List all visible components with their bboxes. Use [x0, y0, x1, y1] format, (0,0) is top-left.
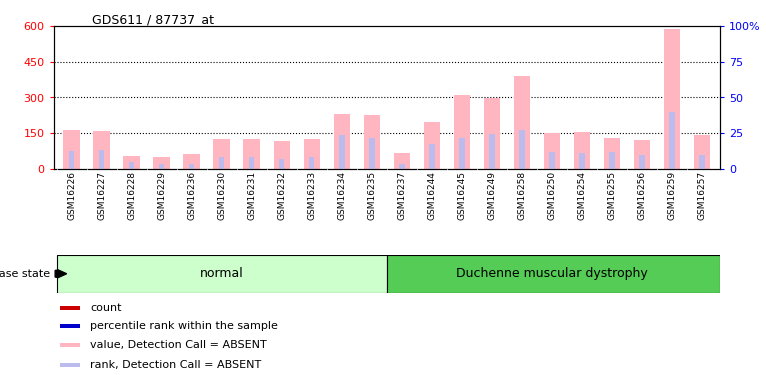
- Text: GSM16255: GSM16255: [607, 171, 617, 220]
- Bar: [129, 162, 134, 169]
- Text: percentile rank within the sample: percentile rank within the sample: [90, 321, 278, 331]
- Text: GSM16259: GSM16259: [667, 171, 676, 220]
- Bar: [364, 116, 380, 169]
- Text: GSM16231: GSM16231: [247, 171, 257, 220]
- Text: GSM16250: GSM16250: [548, 171, 556, 220]
- Bar: [609, 152, 614, 169]
- Bar: [273, 141, 290, 169]
- Text: GSM16227: GSM16227: [97, 171, 106, 220]
- Text: GSM16249: GSM16249: [487, 171, 496, 220]
- Bar: [57, 255, 387, 292]
- Text: GSM16232: GSM16232: [277, 171, 286, 220]
- Text: disease state: disease state: [0, 269, 50, 279]
- Bar: [640, 155, 645, 169]
- Text: GSM16229: GSM16229: [157, 171, 166, 220]
- Bar: [549, 152, 555, 169]
- Bar: [633, 140, 650, 169]
- Bar: [489, 134, 495, 169]
- Bar: [303, 139, 320, 169]
- Bar: [369, 138, 375, 169]
- Text: GSM16254: GSM16254: [578, 171, 587, 220]
- Text: GSM16244: GSM16244: [427, 171, 437, 220]
- Bar: [669, 112, 675, 169]
- Text: GSM16234: GSM16234: [337, 171, 346, 220]
- Bar: [699, 155, 705, 169]
- Text: GSM16226: GSM16226: [67, 171, 76, 220]
- Text: GSM16256: GSM16256: [637, 171, 647, 220]
- Bar: [309, 158, 315, 169]
- Bar: [93, 131, 110, 169]
- Text: GSM16258: GSM16258: [517, 171, 526, 220]
- Bar: [459, 138, 464, 169]
- Bar: [574, 132, 591, 169]
- Text: GSM16257: GSM16257: [698, 171, 706, 220]
- Text: GDS611 / 87737_at: GDS611 / 87737_at: [92, 13, 214, 26]
- Bar: [453, 95, 470, 169]
- Text: rank, Detection Call = ABSENT: rank, Detection Call = ABSENT: [90, 360, 261, 370]
- Text: GSM16228: GSM16228: [127, 171, 136, 220]
- Bar: [244, 139, 260, 169]
- Text: GSM16245: GSM16245: [457, 171, 466, 220]
- Bar: [159, 165, 165, 169]
- Bar: [394, 153, 410, 169]
- Bar: [61, 324, 80, 328]
- Bar: [61, 363, 80, 367]
- Bar: [339, 135, 345, 169]
- Bar: [279, 159, 284, 169]
- Text: count: count: [90, 303, 122, 313]
- Bar: [544, 133, 560, 169]
- Bar: [694, 135, 710, 169]
- Bar: [664, 28, 680, 169]
- Bar: [99, 150, 104, 169]
- Bar: [483, 98, 500, 169]
- Bar: [399, 164, 404, 169]
- Text: GSM16235: GSM16235: [368, 171, 376, 220]
- Bar: [123, 156, 140, 169]
- Bar: [579, 153, 584, 169]
- Bar: [604, 138, 620, 169]
- Text: normal: normal: [200, 267, 244, 280]
- Bar: [429, 144, 434, 169]
- Bar: [61, 306, 80, 310]
- Bar: [153, 158, 170, 169]
- Bar: [249, 157, 254, 169]
- Text: GSM16236: GSM16236: [187, 171, 196, 220]
- Bar: [189, 164, 195, 169]
- Bar: [64, 129, 80, 169]
- Bar: [69, 151, 74, 169]
- Text: GSM16237: GSM16237: [398, 171, 406, 220]
- Bar: [424, 122, 440, 169]
- Bar: [514, 76, 530, 169]
- Text: value, Detection Call = ABSENT: value, Detection Call = ABSENT: [90, 340, 267, 350]
- Text: GSM16230: GSM16230: [218, 171, 226, 220]
- Bar: [387, 255, 720, 292]
- Bar: [214, 139, 230, 169]
- Bar: [61, 343, 80, 347]
- Text: Duchenne muscular dystrophy: Duchenne muscular dystrophy: [456, 267, 648, 280]
- Bar: [519, 130, 525, 169]
- Bar: [333, 114, 350, 169]
- Text: GSM16233: GSM16233: [307, 171, 316, 220]
- Bar: [183, 154, 200, 169]
- Bar: [219, 158, 224, 169]
